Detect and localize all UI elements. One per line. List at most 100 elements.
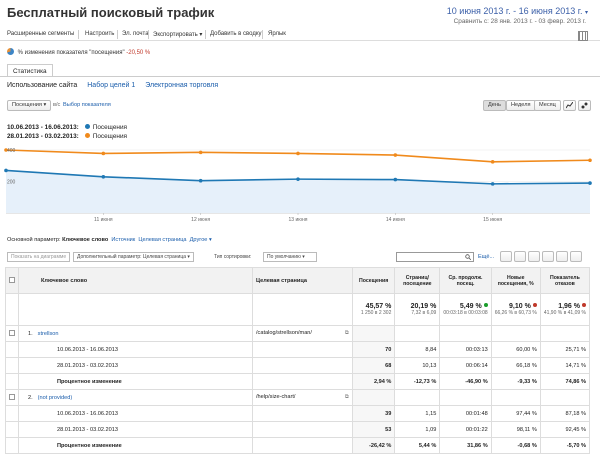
empty-cell: [490, 325, 541, 342]
empty-cell: [351, 389, 396, 406]
total-bounce-pct: 1,96 %: [544, 303, 586, 310]
metric-select[interactable]: Посещения ▾: [7, 100, 52, 111]
secondary-dimension-select[interactable]: Дополнительный параметр: Целевая страниц…: [73, 252, 194, 262]
sort-type-select[interactable]: По умолчанию ▾: [263, 252, 317, 262]
motion-chart-icon[interactable]: [578, 100, 591, 111]
empty-cell: [5, 421, 19, 438]
total-visits-pct: 45,57 %: [365, 303, 392, 310]
data-point: [101, 151, 106, 156]
line-chart-icon[interactable]: [563, 100, 576, 111]
empty-cell: [351, 325, 396, 342]
col-pages-per-visit[interactable]: Страниц/посещение: [394, 267, 441, 294]
row-checkbox[interactable]: [5, 325, 19, 342]
keyword-link[interactable]: (not provided): [37, 394, 73, 401]
plot-rows-button[interactable]: Показать на диаграмме: [7, 252, 71, 262]
pie-icon: [7, 48, 14, 55]
col-new-visits[interactable]: Новые посещения, %: [490, 267, 541, 294]
keyword-link[interactable]: strellson: [37, 330, 59, 337]
chevron-down-icon[interactable]: ▾: [584, 10, 588, 16]
col-bounce-rate[interactable]: Показатель отказов: [539, 267, 591, 294]
total-bounce: 1,96 % 41,90 % в 41,09 %: [539, 293, 591, 326]
new-visits-cell: -9,33 %: [490, 373, 541, 390]
external-link-icon[interactable]: ⧉: [344, 330, 349, 336]
divider: [78, 30, 79, 39]
shortcut-button[interactable]: Ярлык: [268, 31, 286, 37]
empty-cell: [5, 293, 19, 326]
duration-cell: -46,90 %: [439, 373, 492, 390]
empty-cell: [252, 293, 353, 326]
legend-range: 10.06.2013 - 16.06.2013:: [7, 124, 79, 131]
period-label: 10.06.2013 - 16.06.2013: [18, 405, 253, 422]
data-point: [588, 158, 592, 163]
duration-cell: 31,86 %: [439, 437, 492, 454]
bounce-cell: 74,86 %: [539, 373, 591, 390]
period-month-button[interactable]: Месяц: [534, 100, 561, 111]
ppv-cell: 1,15: [394, 405, 441, 422]
dimension-source-link[interactable]: Источник: [111, 237, 136, 243]
landing-page-text: /catalog/strellson/man/: [256, 330, 312, 336]
comparison-view-icon[interactable]: [542, 251, 554, 262]
total-ppv-sub: 7,32 в 6,09: [411, 310, 437, 316]
advanced-segments-button[interactable]: Расширенные сегменты: [7, 31, 75, 37]
subtab-site-usage[interactable]: Использование сайта: [7, 82, 78, 89]
ppv-cell: 1,09: [394, 421, 441, 438]
bounce-cell: 87,18 %: [539, 405, 591, 422]
row-index: 2.: [28, 394, 33, 401]
legend-item: 10.06.2013 - 16.06.2013: Посещения: [7, 123, 127, 132]
total-bounce-value: 1,96 %: [558, 303, 580, 310]
report-toolbar: Расширенные сегменты Настроить Эл. почта…: [0, 28, 600, 41]
table-search-input[interactable]: [396, 252, 474, 262]
total-dur-sub: 00:03:18 в 00:03:08: [443, 310, 488, 316]
col-visits[interactable]: Посещения: [351, 267, 396, 294]
new-visits-cell: 97,44 %: [490, 405, 541, 422]
select-all-checkbox[interactable]: [5, 267, 19, 294]
email-button[interactable]: Эл. почта: [122, 31, 149, 37]
empty-cell: [439, 389, 492, 406]
subtab-goal-set-1[interactable]: Набор целей 1: [87, 82, 136, 89]
primary-current: Ключевое слово: [62, 237, 109, 243]
row-index: 1.: [28, 330, 33, 337]
customize-button[interactable]: Настроить: [85, 31, 115, 37]
export-button[interactable]: Экспортировать ▾: [153, 32, 203, 38]
empty-cell: [5, 373, 19, 390]
subtab-ecommerce[interactable]: Электронная торговля: [145, 82, 219, 89]
pivot-view-icon[interactable]: [570, 251, 582, 262]
segment-indicator: % изменения показателя "посещения" -20,5…: [7, 48, 150, 56]
sort-type-value: По умолчанию: [267, 254, 301, 260]
empty-cell: [252, 437, 353, 454]
table-view-icon[interactable]: [500, 251, 512, 262]
data-point: [490, 160, 495, 164]
ppv-cell: 8,84: [394, 341, 441, 358]
empty-cell: [394, 389, 441, 406]
col-landing-page[interactable]: Целевая страница: [252, 267, 353, 294]
total-new-sub: 66,26 % в 60,73 %: [494, 310, 537, 316]
dimension-other-link[interactable]: Другое ▾: [189, 237, 212, 243]
period-week-button[interactable]: Неделя: [506, 100, 536, 111]
series-area: [6, 170, 590, 213]
date-range-picker[interactable]: 10 июня 2013 г. - 16 июня 2013 г. ▾: [447, 6, 588, 16]
total-dur-value: 5,49 %: [459, 303, 482, 310]
empty-cell: [252, 405, 353, 422]
data-point: [198, 178, 203, 183]
term-cloud-icon[interactable]: [556, 251, 568, 262]
col-avg-duration[interactable]: Ср. продолж. посещ.: [439, 267, 492, 294]
divider: [148, 30, 149, 39]
advanced-filter-link[interactable]: Ещё...: [478, 254, 495, 260]
external-link-icon[interactable]: ⧉: [344, 394, 349, 400]
performance-view-icon[interactable]: [528, 251, 540, 262]
grid-icon[interactable]: [578, 31, 588, 41]
divider: [117, 30, 118, 39]
table-row: Процентное изменение -26,42 % 5,44 % 31,…: [5, 437, 591, 454]
period-day-button[interactable]: День: [483, 100, 506, 111]
row-checkbox[interactable]: [5, 389, 19, 406]
add-to-dashboard-button[interactable]: Добавить в сводку: [210, 31, 262, 37]
dimension-landing-link[interactable]: Целевая страница: [138, 237, 187, 243]
tab-divider: [0, 76, 600, 77]
col-keyword[interactable]: Ключевое слово: [18, 267, 253, 294]
percentage-view-icon[interactable]: [514, 251, 526, 262]
legend-item: 28.01.2013 - 03.02.2013: Посещения: [7, 132, 127, 141]
red-dot-icon: [582, 303, 586, 307]
period-label: 28.01.2013 - 03.02.2013: [18, 357, 253, 374]
legend-label: Посещения: [92, 124, 127, 131]
choose-metric-link[interactable]: Выбор показателя: [63, 102, 111, 108]
